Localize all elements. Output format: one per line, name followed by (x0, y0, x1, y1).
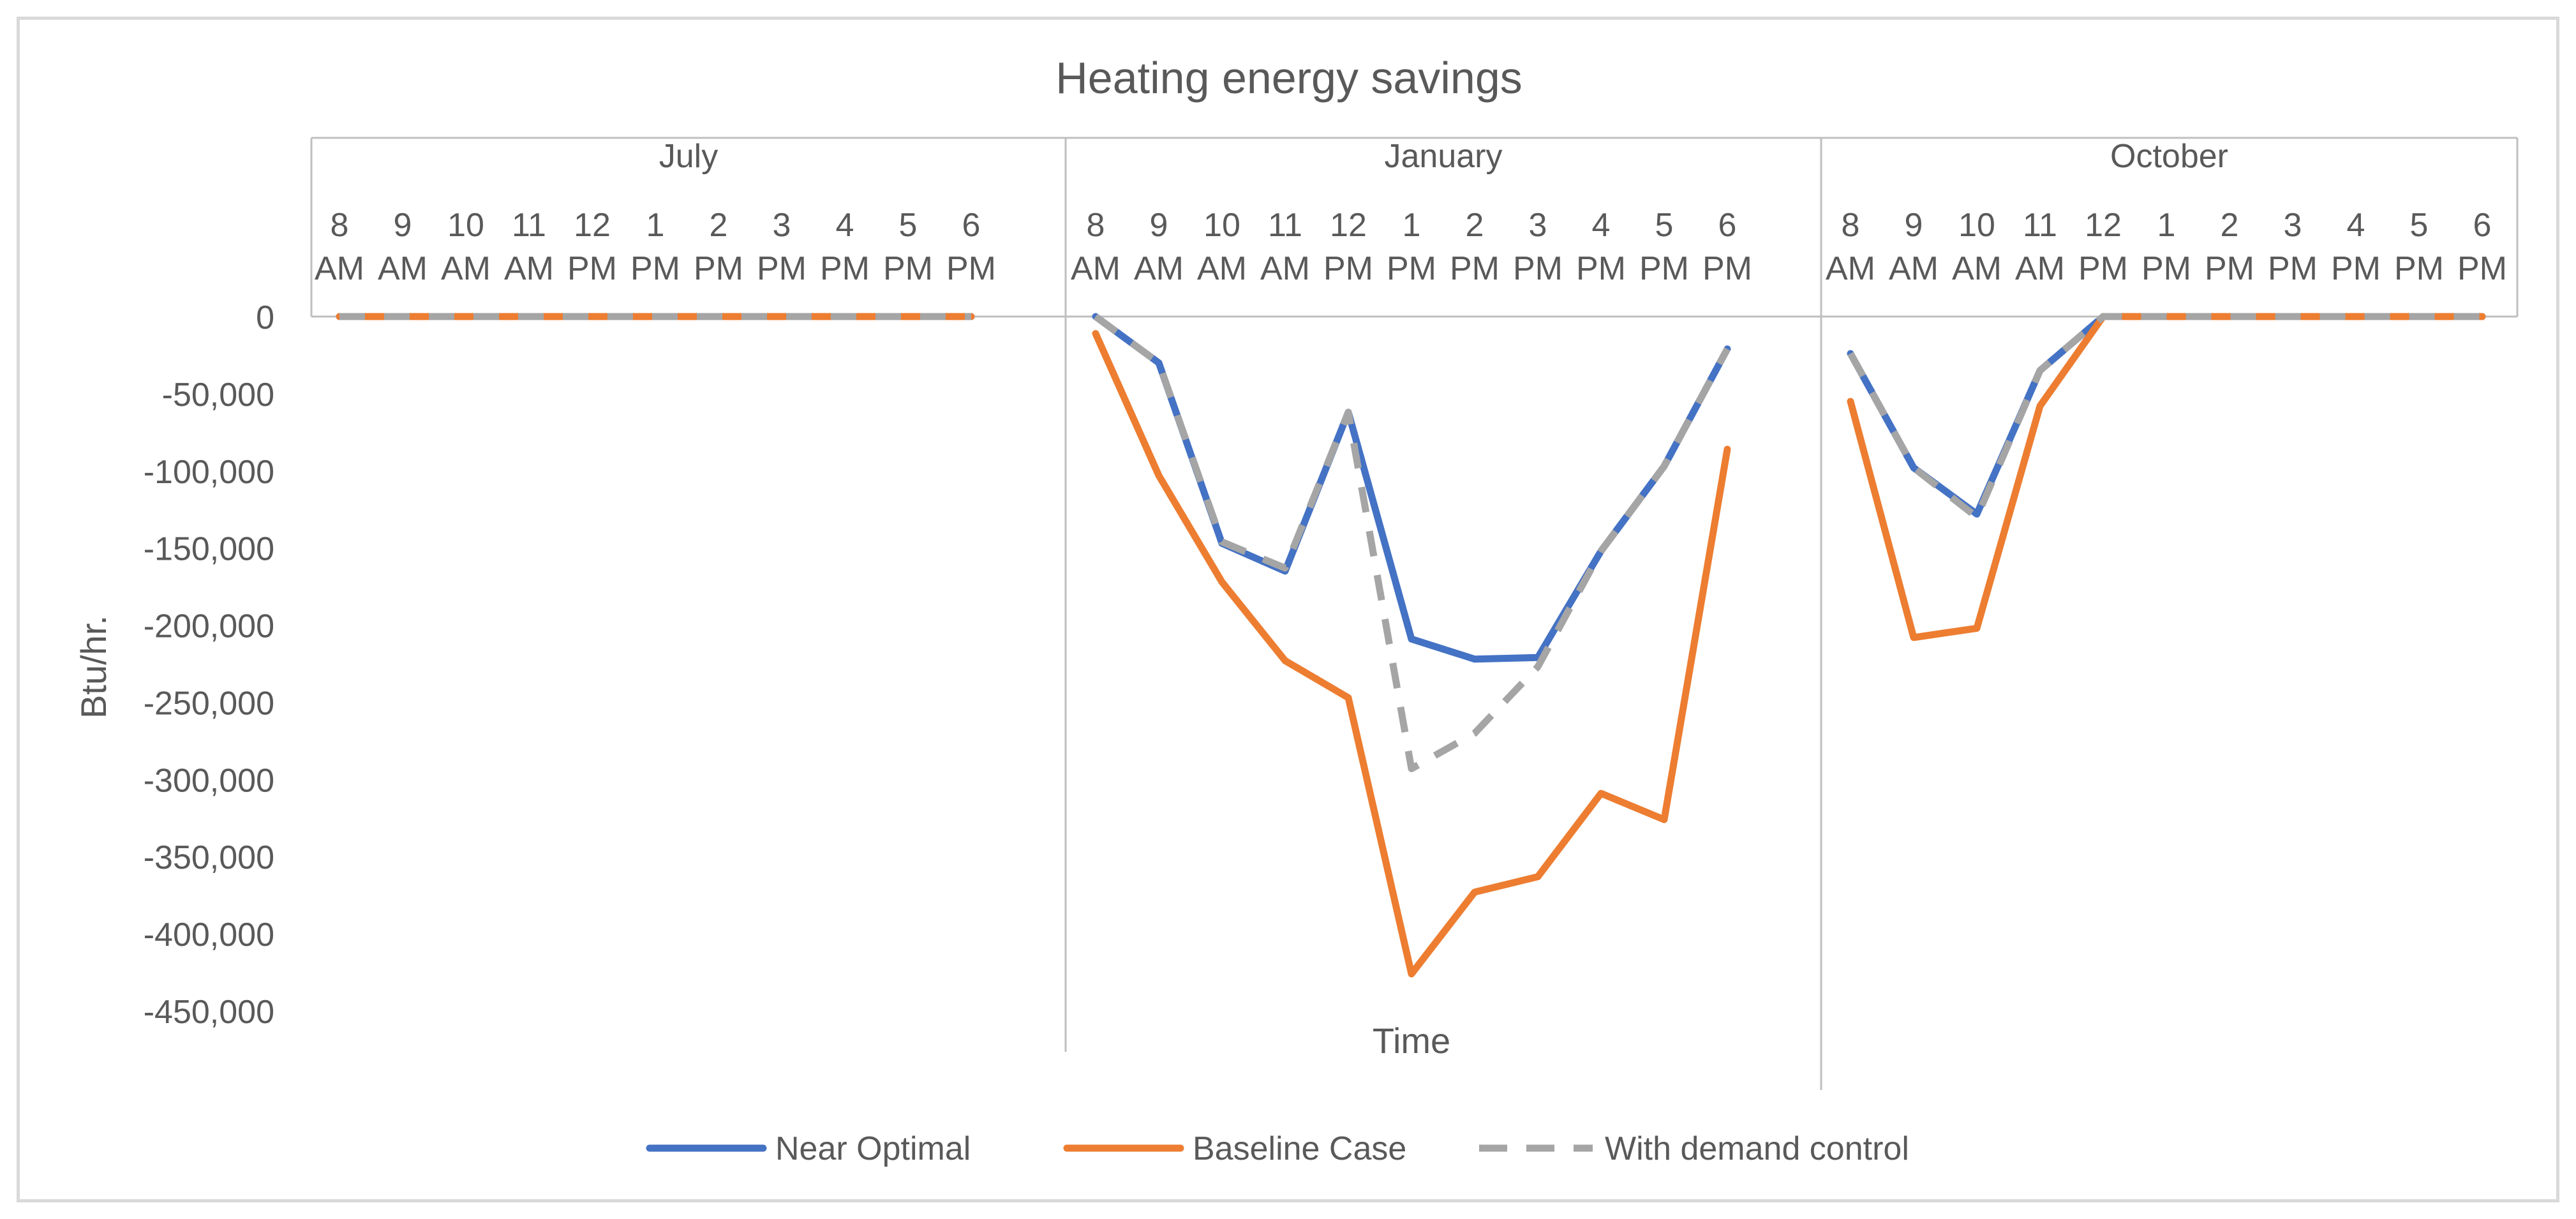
x-tick-label: PM (694, 250, 743, 287)
x-tick-label: AM (1826, 250, 1875, 287)
series-line (1092, 330, 1731, 978)
x-tick-label: PM (1513, 250, 1563, 287)
legend-label: Baseline Case (1193, 1130, 1406, 1167)
x-tick-label: PM (1576, 250, 1626, 287)
x-tick-label: 2 (2221, 207, 2239, 244)
x-tick-label: PM (1387, 250, 1436, 287)
series-line (1092, 313, 1731, 663)
x-tick-label: 10 (447, 207, 484, 244)
x-tick-label: PM (630, 250, 680, 287)
x-tick-label: 2 (710, 207, 728, 244)
axes: 0 -50,000 -100,000 -150,000 -200,000 -250,000… (144, 137, 2519, 1090)
x-tick-label: AM (1197, 250, 1247, 287)
y-tick-label: -300,000 (144, 762, 274, 799)
x-tick-label: 10 (1203, 207, 1240, 244)
x-tick-label: 9 (1905, 207, 1923, 244)
x-tick-label: PM (2078, 250, 2128, 287)
legend-label: With demand control (1605, 1130, 1909, 1167)
x-tick-label: PM (2331, 250, 2381, 287)
group-label: July (659, 138, 718, 175)
x-tick-label: 5 (1655, 207, 1674, 244)
x-tick-label: 12 (1330, 207, 1367, 244)
y-tick-label: -350,000 (144, 839, 274, 876)
x-tick-label: AM (441, 250, 491, 287)
series-line (1847, 313, 2486, 518)
x-tick-label: PM (757, 250, 807, 287)
x-tick-label: AM (1134, 250, 1184, 287)
x-tick-label: 11 (1268, 207, 1302, 244)
x-tick-label: 1 (1403, 207, 1421, 244)
x-tick-label: 6 (1718, 207, 1737, 244)
x-tick-label: PM (946, 250, 996, 287)
group-label: October (2110, 138, 2228, 175)
x-tick-label: 6 (2473, 207, 2492, 244)
legend-label: Near Optimal (775, 1130, 971, 1167)
x-tick-label: AM (1889, 250, 1939, 287)
x-tick-label: PM (567, 250, 617, 287)
x-tick-label: AM (315, 250, 364, 287)
x-tick-label: 8 (331, 207, 349, 244)
x-tick-label: 3 (1529, 207, 1547, 244)
x-tick-label: 5 (899, 207, 918, 244)
series-baseline-case (336, 313, 2486, 978)
x-tick-label: 11 (2023, 207, 2057, 244)
x-tick-label: PM (2268, 250, 2318, 287)
x-tick-label: AM (504, 250, 554, 287)
series-near-optimal (336, 313, 2486, 663)
x-tick-label: PM (2141, 250, 2191, 287)
x-tick-label: 11 (512, 207, 546, 244)
x-tick-label: 5 (2410, 207, 2429, 244)
x-tick-label: 4 (2347, 207, 2365, 244)
x-tick-label: 3 (773, 207, 791, 244)
group-label: January (1385, 138, 1503, 175)
y-tick-label: -150,000 (144, 531, 274, 568)
x-tick-label: 3 (2284, 207, 2302, 244)
series-line (1847, 313, 2482, 521)
x-tick-label: 6 (962, 207, 981, 244)
x-tick-label: 4 (1592, 207, 1611, 244)
x-axis-label: Time (1373, 1021, 1450, 1061)
x-tick-label: 12 (2085, 207, 2122, 244)
y-tick-label: -250,000 (144, 685, 274, 722)
series-line (1093, 313, 1731, 772)
x-tick-label: 2 (1466, 207, 1484, 244)
y-axis-label: Btu/hr. (73, 615, 114, 719)
x-tick-label: PM (1702, 250, 1752, 287)
x-tick-label: PM (820, 250, 870, 287)
chart-frame (17, 17, 2559, 1202)
y-tick-label: -400,000 (144, 916, 274, 954)
x-tick-label: PM (1323, 250, 1373, 287)
x-tick-label: 10 (1958, 207, 1995, 244)
x-tick-label: 12 (574, 207, 611, 244)
x-tick-label: 8 (1087, 207, 1105, 244)
x-tick-label: AM (1952, 250, 2002, 287)
x-tick-label: 8 (1842, 207, 1860, 244)
x-tick-label: 1 (646, 207, 665, 244)
x-tick-label: PM (1639, 250, 1689, 287)
x-tick-label: PM (2205, 250, 2254, 287)
y-tick-label: -450,000 (144, 994, 274, 1031)
x-tick-label: PM (1450, 250, 1500, 287)
series-with-demand-control (339, 313, 2482, 772)
series-layer (336, 313, 2486, 978)
x-tick-label: AM (378, 250, 428, 287)
y-tick-label: -200,000 (144, 608, 274, 645)
y-tick-label: -50,000 (162, 377, 274, 414)
x-tick-label: AM (2015, 250, 2065, 287)
x-tick-label: PM (2457, 250, 2507, 287)
x-tick-label: AM (1260, 250, 1310, 287)
x-tick-label: AM (1071, 250, 1120, 287)
series-line (1847, 313, 2486, 641)
x-tick-label: 4 (836, 207, 854, 244)
y-tick-label: 0 (256, 299, 274, 336)
chart-title: Heating energy savings (1055, 53, 1523, 103)
y-tick-label: -100,000 (144, 454, 274, 491)
x-tick-label: 1 (2157, 207, 2176, 244)
legend: Near Optimal Baseline Case With demand con… (646, 1130, 1909, 1167)
x-tick-label: PM (2394, 250, 2444, 287)
x-tick-label: PM (883, 250, 933, 287)
x-tick-label: 9 (394, 207, 412, 244)
x-tick-label: 9 (1150, 207, 1168, 244)
